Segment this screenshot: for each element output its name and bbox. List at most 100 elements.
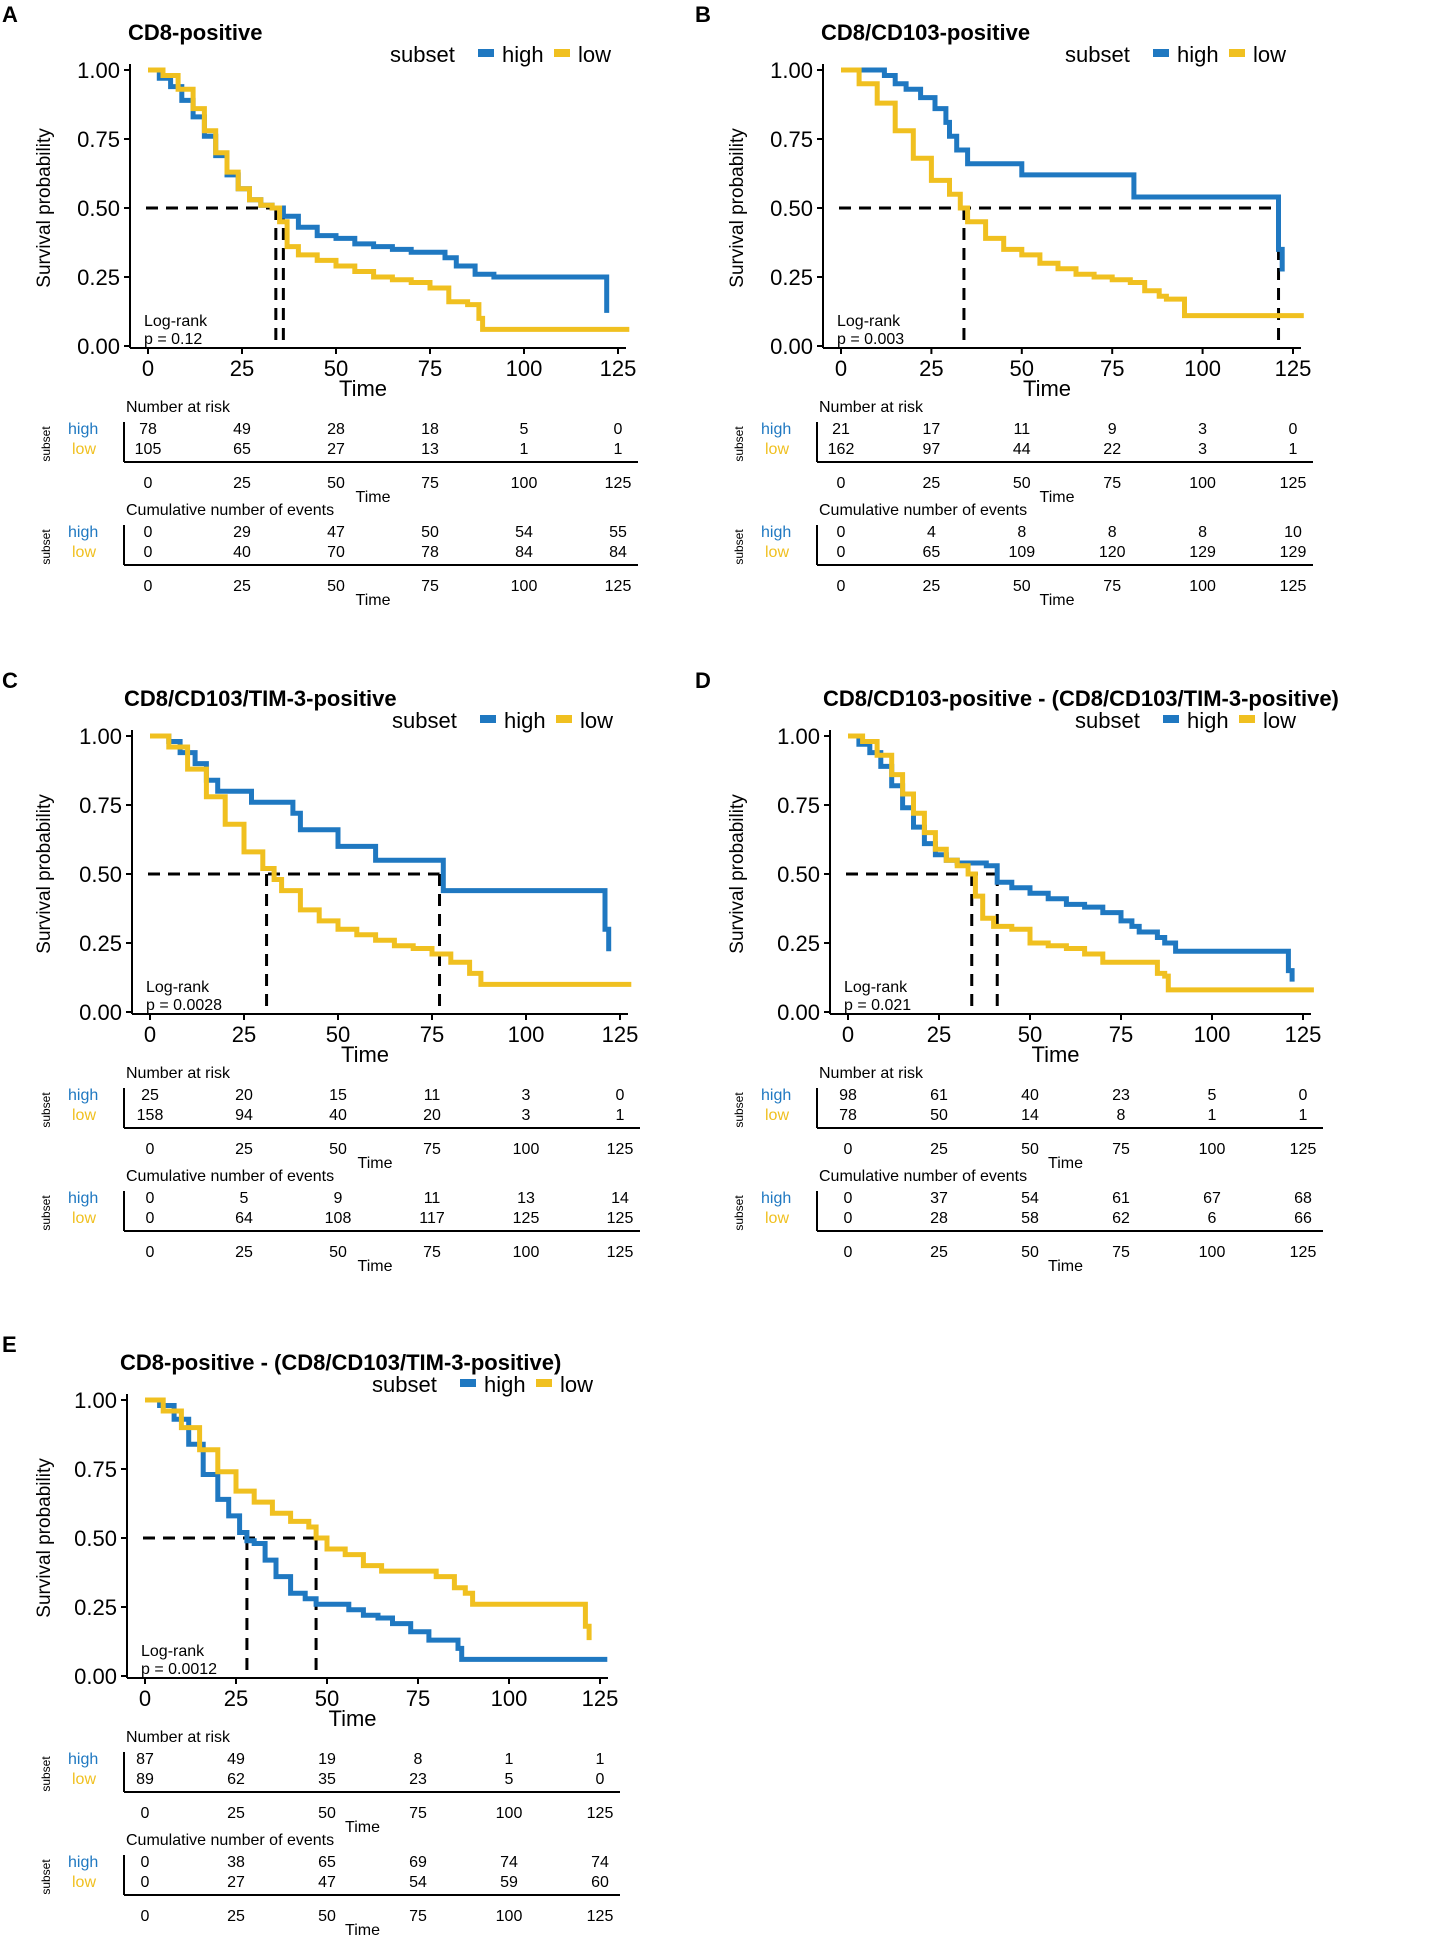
y-tick-label: 0.50 xyxy=(74,1526,117,1551)
events-table-value: 0 xyxy=(146,1210,155,1227)
risk-table-strata-label: subset xyxy=(732,426,746,462)
risk-table-value: 40 xyxy=(329,1107,347,1124)
risk-table-row-label-low: low xyxy=(72,1107,96,1124)
p-value: p = 0.003 xyxy=(837,331,904,348)
x-tick-label: 100 xyxy=(508,1022,545,1047)
risk-table-strata-label: subset xyxy=(39,426,53,462)
risk-table-x-tick-label: 0 xyxy=(844,1141,853,1158)
risk-table-value: 3 xyxy=(522,1107,531,1124)
events-table-value: 13 xyxy=(517,1190,535,1207)
risk-table-value: 8 xyxy=(1117,1107,1126,1124)
risk-table-row-label-high: high xyxy=(68,1087,98,1104)
legend-label-high: high xyxy=(484,1372,526,1397)
x-tick-label: 125 xyxy=(1285,1022,1322,1047)
risk-table-value: 23 xyxy=(1112,1087,1130,1104)
events-table-x-tick-label: 125 xyxy=(607,1244,634,1261)
events-table-value: 54 xyxy=(1021,1190,1039,1207)
legend-swatch-low xyxy=(1229,49,1245,57)
risk-table-value: 0 xyxy=(596,1771,605,1788)
logrank-label: Log-rank xyxy=(144,313,208,330)
y-tick-label: 0.25 xyxy=(77,265,120,290)
x-tick-label: 75 xyxy=(420,1022,444,1047)
risk-table-value: 105 xyxy=(135,441,162,458)
panel-title: CD8/CD103-positive xyxy=(821,20,1030,45)
panel-letter: C xyxy=(2,668,18,693)
events-table-x-tick-label: 125 xyxy=(605,578,632,595)
survival-curve-high xyxy=(145,1397,608,1662)
events-table-value: 0 xyxy=(144,524,153,541)
panel-letter: E xyxy=(2,1332,17,1357)
legend-label-high: high xyxy=(1177,42,1219,67)
events-table-row-label-high: high xyxy=(761,1190,791,1207)
events-table-x-tick-label: 75 xyxy=(409,1908,427,1925)
x-axis-title: Time xyxy=(341,1042,389,1067)
legend-swatch-high xyxy=(478,49,494,57)
risk-table-x-tick-label: 125 xyxy=(607,1141,634,1158)
y-axis-title: Survival probability xyxy=(34,794,55,954)
x-tick-label: 25 xyxy=(927,1022,951,1047)
events-table-value: 78 xyxy=(421,544,439,561)
x-tick-label: 25 xyxy=(232,1022,256,1047)
events-table-x-tick-label: 50 xyxy=(329,1244,347,1261)
risk-table-value: 50 xyxy=(930,1107,948,1124)
events-table: Cumulative number of events high low subset… xyxy=(732,502,1313,609)
events-table-row-label-low: low xyxy=(72,544,96,561)
events-table-value: 4 xyxy=(927,524,936,541)
risk-table-value: 44 xyxy=(1013,441,1031,458)
legend-swatch-low xyxy=(556,715,572,723)
risk-table-x-tick-label: 125 xyxy=(605,475,632,492)
events-table-x-title: Time xyxy=(1048,1258,1083,1275)
p-value: p = 0.12 xyxy=(144,331,202,348)
risk-table-value: 9 xyxy=(1108,421,1117,438)
risk-table-value: 28 xyxy=(327,421,345,438)
y-tick-label: 0.75 xyxy=(74,1457,117,1482)
events-table-x-tick-label: 125 xyxy=(1280,578,1307,595)
risk-table-x-tick-label: 125 xyxy=(1290,1141,1317,1158)
events-table-value: 129 xyxy=(1280,544,1307,561)
events-table-value: 8 xyxy=(1198,524,1207,541)
y-tick-label: 0.75 xyxy=(770,127,813,152)
risk-table-x-title: Time xyxy=(358,1155,393,1172)
y-tick-label: 0.00 xyxy=(770,334,813,359)
risk-table-title: Number at risk xyxy=(819,399,924,416)
panel-d: D CD8/CD103-positive - (CD8/CD103/TIM-3-p… xyxy=(695,668,1339,1275)
events-table: Cumulative number of events high low subset… xyxy=(39,502,638,609)
risk-table-value: 3 xyxy=(1198,441,1207,458)
legend-label-high: high xyxy=(502,42,544,67)
x-tick-label: 75 xyxy=(406,1686,430,1711)
events-table-x-tick-label: 0 xyxy=(146,1244,155,1261)
survival-curve-low xyxy=(848,733,1314,993)
risk-table-x-tick-label: 50 xyxy=(1021,1141,1039,1158)
events-table-value: 27 xyxy=(227,1874,245,1891)
risk-table-value: 78 xyxy=(139,421,157,438)
events-table-strata-label: subset xyxy=(732,529,746,565)
events-table-title: Cumulative number of events xyxy=(126,1168,334,1185)
risk-table-value: 87 xyxy=(136,1751,154,1768)
risk-table-value: 98 xyxy=(839,1087,857,1104)
panel-title: CD8/CD103/TIM-3-positive xyxy=(124,686,397,711)
events-table-value: 50 xyxy=(421,524,439,541)
x-tick-label: 125 xyxy=(582,1686,619,1711)
survival-curve-low xyxy=(841,67,1304,319)
x-tick-label: 25 xyxy=(224,1686,248,1711)
legend-title: subset xyxy=(392,708,457,733)
events-table-x-tick-label: 100 xyxy=(1199,1244,1226,1261)
x-tick-label: 50 xyxy=(326,1022,350,1047)
legend-swatch-high xyxy=(480,715,496,723)
legend-swatch-high xyxy=(460,1379,476,1387)
events-table-x-tick-label: 75 xyxy=(1112,1244,1130,1261)
y-axis-title: Survival probability xyxy=(727,794,748,954)
risk-table-value: 49 xyxy=(233,421,251,438)
events-table-value: 69 xyxy=(409,1854,427,1871)
risk-table-x-tick-label: 75 xyxy=(1103,475,1121,492)
y-axis-title: Survival probability xyxy=(34,128,55,288)
risk-table-value: 23 xyxy=(409,1771,427,1788)
risk-table-value: 0 xyxy=(1299,1087,1308,1104)
events-table-x-tick-label: 25 xyxy=(233,578,251,595)
logrank-label: Log-rank xyxy=(146,979,210,996)
risk-table-value: 18 xyxy=(421,421,439,438)
risk-table-title: Number at risk xyxy=(126,1065,231,1082)
events-table-value: 62 xyxy=(1112,1210,1130,1227)
